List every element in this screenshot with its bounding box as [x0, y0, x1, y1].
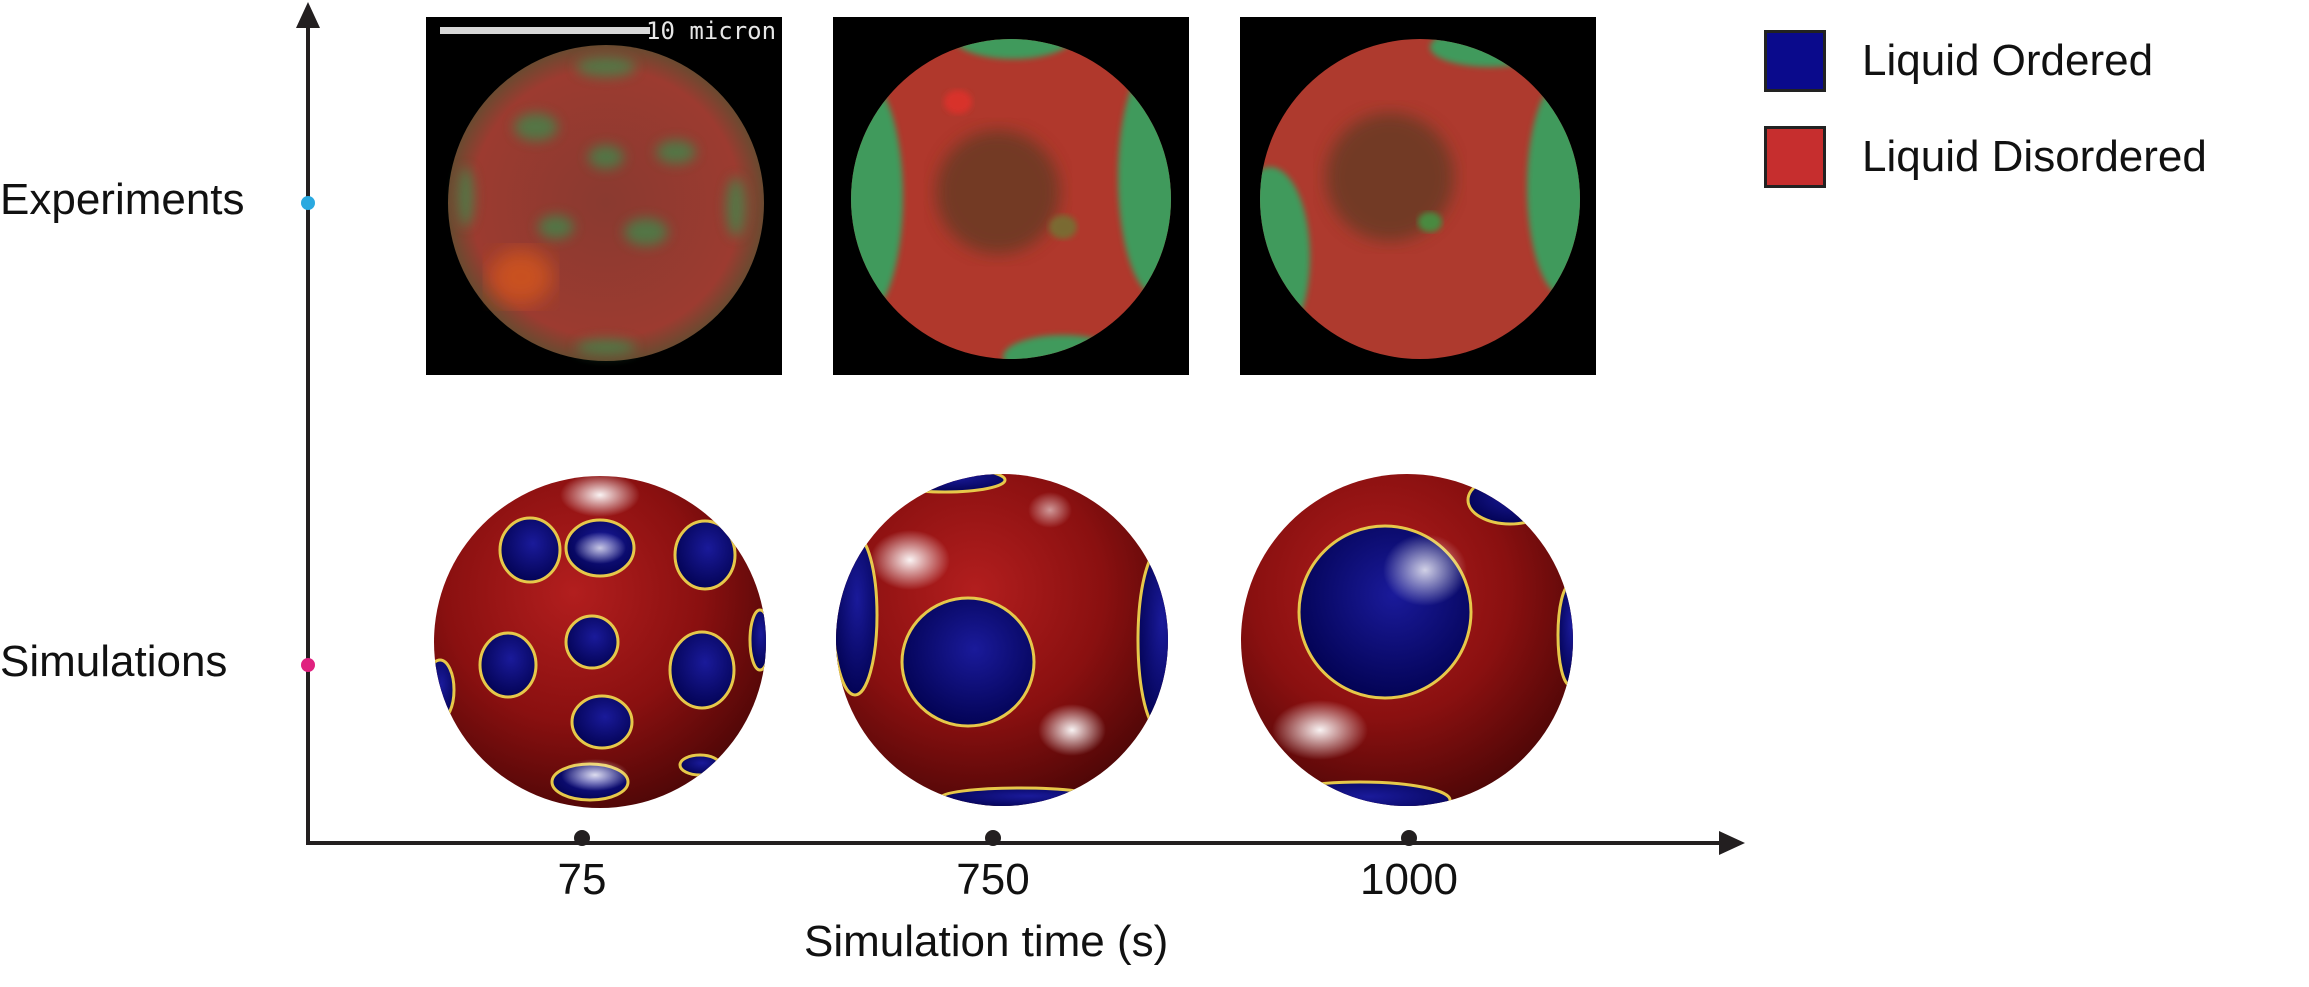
legend-label-liquid-ordered: Liquid Ordered	[1862, 36, 2154, 85]
x-axis-title: Simulation time (s)	[804, 917, 1169, 966]
experiment-image-750	[833, 17, 1189, 375]
x-tick-marker	[1401, 830, 1417, 846]
x-axis-arrowhead	[1719, 831, 1745, 855]
x-tick-label-75: 75	[557, 855, 607, 904]
experiments-row-marker	[301, 196, 315, 210]
legend-item-liquid-disordered: Liquid Disordered	[1764, 126, 2207, 188]
legend-item-liquid-ordered: Liquid Ordered	[1764, 30, 2153, 92]
y-axis-arrowhead	[296, 2, 320, 28]
legend-swatch-liquid-ordered	[1764, 30, 1826, 92]
legend-label-liquid-disordered: Liquid Disordered	[1862, 132, 2207, 181]
simulations-row-marker	[301, 658, 315, 672]
x-tick-label-750: 750	[956, 855, 1030, 904]
experiment-image-1000	[1240, 17, 1596, 375]
x-tick-marker	[985, 830, 1001, 846]
x-tick-marker	[574, 830, 590, 846]
scale-bar-label: 10 micron	[646, 17, 776, 45]
experiments-label: Experiments	[0, 175, 245, 224]
experiment-image-75: 10 micron	[426, 17, 782, 375]
scale-bar	[440, 27, 650, 34]
simulations-label: Simulations	[0, 637, 228, 686]
x-tick-label-1000: 1000	[1360, 855, 1458, 904]
legend-swatch-liquid-disordered	[1764, 126, 1826, 188]
